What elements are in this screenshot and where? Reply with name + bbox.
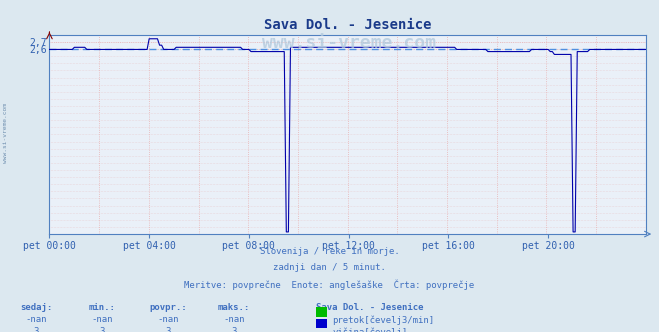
Text: -nan: -nan bbox=[158, 315, 179, 324]
Text: Meritve: povprečne  Enote: anglešaške  Črta: povprečje: Meritve: povprečne Enote: anglešaške Črt… bbox=[185, 279, 474, 290]
Text: Sava Dol. - Jesenice: Sava Dol. - Jesenice bbox=[316, 303, 424, 312]
Text: www.si-vreme.com: www.si-vreme.com bbox=[3, 103, 8, 163]
Text: -nan: -nan bbox=[26, 315, 47, 324]
Text: zadnji dan / 5 minut.: zadnji dan / 5 minut. bbox=[273, 263, 386, 272]
Text: višina[čevelj]: višina[čevelj] bbox=[332, 327, 407, 332]
Title: Sava Dol. - Jesenice: Sava Dol. - Jesenice bbox=[264, 18, 432, 32]
Text: Slovenija / reke in morje.: Slovenija / reke in morje. bbox=[260, 247, 399, 256]
Text: 3: 3 bbox=[34, 327, 39, 332]
Text: min.:: min.: bbox=[89, 303, 115, 312]
Text: -nan: -nan bbox=[223, 315, 244, 324]
Text: 3: 3 bbox=[100, 327, 105, 332]
Text: sedaj:: sedaj: bbox=[20, 303, 52, 312]
Text: www.si-vreme.com: www.si-vreme.com bbox=[262, 34, 436, 52]
Text: pretok[čevelj3/min]: pretok[čevelj3/min] bbox=[332, 315, 434, 325]
Text: povpr.:: povpr.: bbox=[149, 303, 187, 312]
Text: 3: 3 bbox=[231, 327, 237, 332]
Text: maks.:: maks.: bbox=[218, 303, 250, 312]
Text: -nan: -nan bbox=[92, 315, 113, 324]
Text: 3: 3 bbox=[165, 327, 171, 332]
